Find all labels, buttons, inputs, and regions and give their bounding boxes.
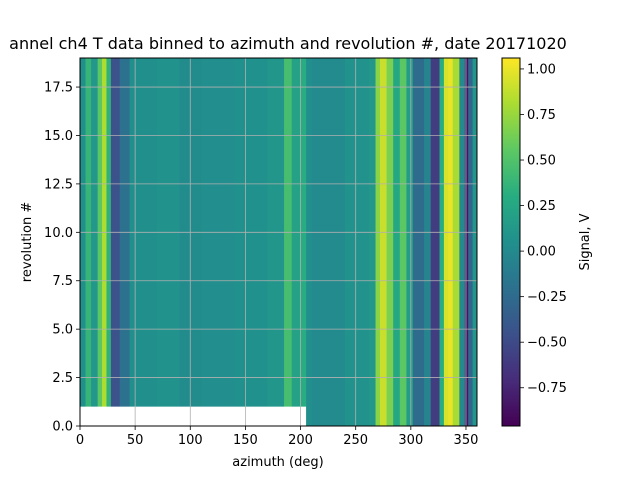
x-tick-label: 250: [343, 433, 368, 448]
heatmap-cell: [368, 58, 376, 426]
heatmap-cell: [91, 58, 99, 426]
y-tick-label: 15.0: [44, 129, 73, 144]
colorbar-tick-label: −0.75: [527, 381, 567, 396]
heatmap-cell: [80, 58, 86, 426]
heatmap-cell: [413, 58, 425, 426]
colorbar-label: Signal, V: [578, 213, 593, 270]
heatmap-cell: [157, 58, 180, 426]
y-axis-label: revolution #: [20, 202, 35, 282]
heatmap-cell: [439, 58, 445, 426]
heatmap-cell: [306, 58, 312, 426]
y-tick-label: 7.5: [52, 274, 73, 289]
heatmap-cell: [386, 58, 394, 426]
heatmap-cell: [284, 58, 293, 426]
plot-frame: [79, 57, 478, 427]
heatmap-cell: [448, 58, 454, 426]
heatmap-cell: [234, 58, 268, 426]
heatmap-cell: [267, 58, 285, 426]
y-tick-label: 17.5: [44, 81, 73, 96]
heatmap-cell: [452, 58, 460, 426]
heatmap-cell: [379, 58, 387, 426]
colorbar-tick-label: 0.00: [527, 245, 556, 260]
heatmap-cell: [85, 58, 92, 426]
x-axis-ticks: 0 50 100 150 200 250 300 350: [76, 426, 479, 448]
heatmap-cell: [300, 58, 307, 426]
colorbar-tick-label: 0.75: [527, 108, 556, 123]
y-tick-label: 0.0: [52, 420, 73, 435]
heatmap-cell: [459, 58, 466, 426]
heatmap-cell: [291, 58, 301, 426]
heatmap-cell: [393, 58, 401, 426]
heatmap-cell: [375, 58, 381, 426]
y-tick-label: 10.0: [44, 226, 73, 241]
heatmap-cell: [106, 58, 112, 426]
heatmap-cell: [344, 58, 370, 426]
heatmap-cell: [430, 58, 440, 426]
x-tick-label: 0: [76, 433, 84, 448]
heatmap-cell: [468, 58, 473, 426]
heatmap-cell: [119, 58, 131, 426]
x-tick-label: 350: [454, 433, 479, 448]
plot-area: [80, 58, 477, 426]
heatmap-cell: [443, 58, 449, 426]
heatmap-cell: [464, 58, 469, 426]
chart-title: annel ch4 T data binned to azimuth and r…: [9, 34, 567, 53]
x-tick-label: 50: [127, 433, 144, 448]
heatmap-cell: [129, 58, 158, 426]
heatmap-cell: [472, 58, 477, 426]
colorbar-ticks: 1.00 0.75 0.50 0.25 0.00 −0.25 −0.50 −0.75: [520, 62, 567, 396]
grid-lines: [80, 58, 477, 426]
heatmap-cell: [406, 58, 414, 426]
x-tick-label: 200: [288, 433, 313, 448]
heatmap-cells: [80, 58, 477, 426]
y-axis-ticks: 0.0 2.5 5.0 7.5 10.0 12.5 15.0 17.5: [44, 81, 80, 435]
colorbar-tick-label: 0.25: [527, 199, 556, 214]
colorbar-tick-label: 1.00: [527, 62, 556, 77]
x-axis-label: azimuth (deg): [232, 455, 323, 470]
heatmap-cell: [424, 58, 432, 426]
heatmap-cell: [110, 58, 121, 426]
heatmap-cell: [97, 58, 103, 426]
x-tick-label: 300: [398, 433, 423, 448]
colorbar-tick-label: −0.25: [527, 290, 567, 305]
colorbar: [501, 57, 521, 427]
y-tick-label: 12.5: [44, 177, 73, 192]
missing-data-region: [80, 406, 307, 426]
heatmap-cell: [399, 58, 407, 426]
heatmap-cell: [102, 58, 107, 426]
colorbar-tick-label: −0.50: [527, 336, 567, 351]
heatmap-cell: [311, 58, 346, 426]
x-tick-label: 100: [178, 433, 203, 448]
y-tick-label: 5.0: [52, 323, 73, 338]
heatmap-cell: [201, 58, 235, 426]
colorbar-tick-label: 0.50: [527, 154, 556, 169]
y-tick-label: 2.5: [52, 371, 73, 386]
x-tick-label: 150: [233, 433, 258, 448]
